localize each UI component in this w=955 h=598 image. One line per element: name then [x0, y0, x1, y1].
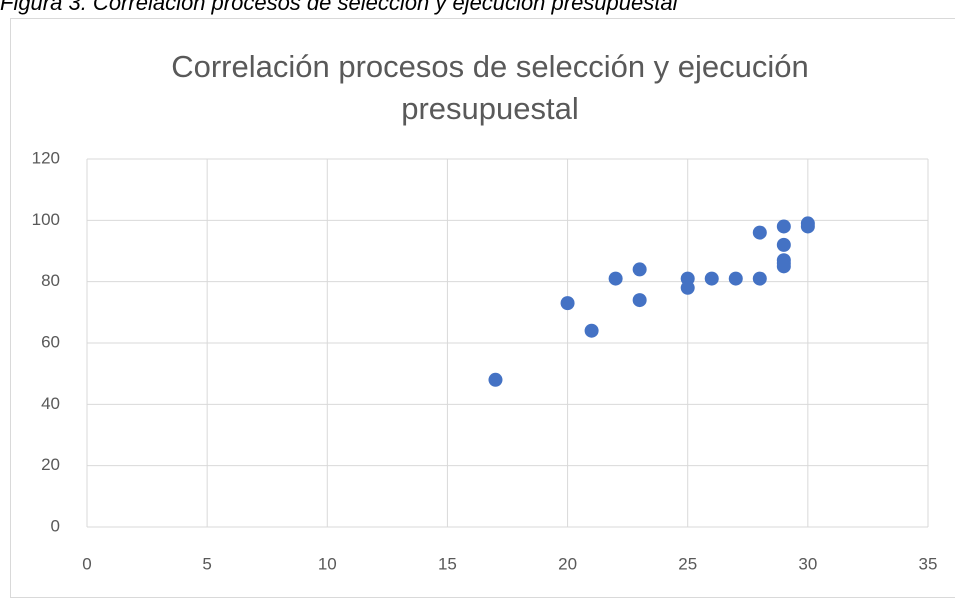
point: [560, 296, 575, 311]
point: [728, 271, 743, 286]
x-tick-label: 10: [318, 554, 337, 573]
point: [488, 372, 503, 387]
y-tick-label: 80: [41, 271, 60, 290]
y-tick-label: 100: [32, 210, 60, 229]
x-tick-label: 15: [438, 554, 457, 573]
point: [776, 237, 791, 252]
chart: 0 20 40 60 80 100 120 0 5 10 15 20 25 30 35: [32, 148, 938, 573]
point: [632, 293, 647, 308]
chart-title: Correlación procesos de selección y ejec…: [171, 49, 809, 126]
y-tick-label: 20: [41, 455, 60, 474]
y-tick-label: 40: [41, 394, 60, 413]
y-tick-label: 60: [41, 332, 60, 351]
x-tick-label: 25: [678, 554, 697, 573]
x-tick-label: 5: [202, 554, 211, 573]
point: [752, 271, 767, 286]
point: [584, 323, 599, 338]
point: [632, 262, 647, 277]
x-tick-label: 30: [798, 554, 817, 573]
y-tick-label: 0: [51, 516, 60, 535]
caption: Figura 3. Correlación procesos de selecc…: [0, 0, 678, 15]
x-tick-label: 35: [919, 554, 938, 573]
point: [800, 219, 815, 234]
x-tick-label: 20: [558, 554, 577, 573]
point: [704, 271, 719, 286]
point: [608, 271, 623, 286]
point: [752, 225, 767, 240]
x-tick-label: 0: [82, 554, 91, 573]
point: [776, 219, 791, 234]
point: [776, 259, 791, 274]
y-tick-label: 120: [32, 148, 60, 167]
point: [680, 280, 695, 295]
